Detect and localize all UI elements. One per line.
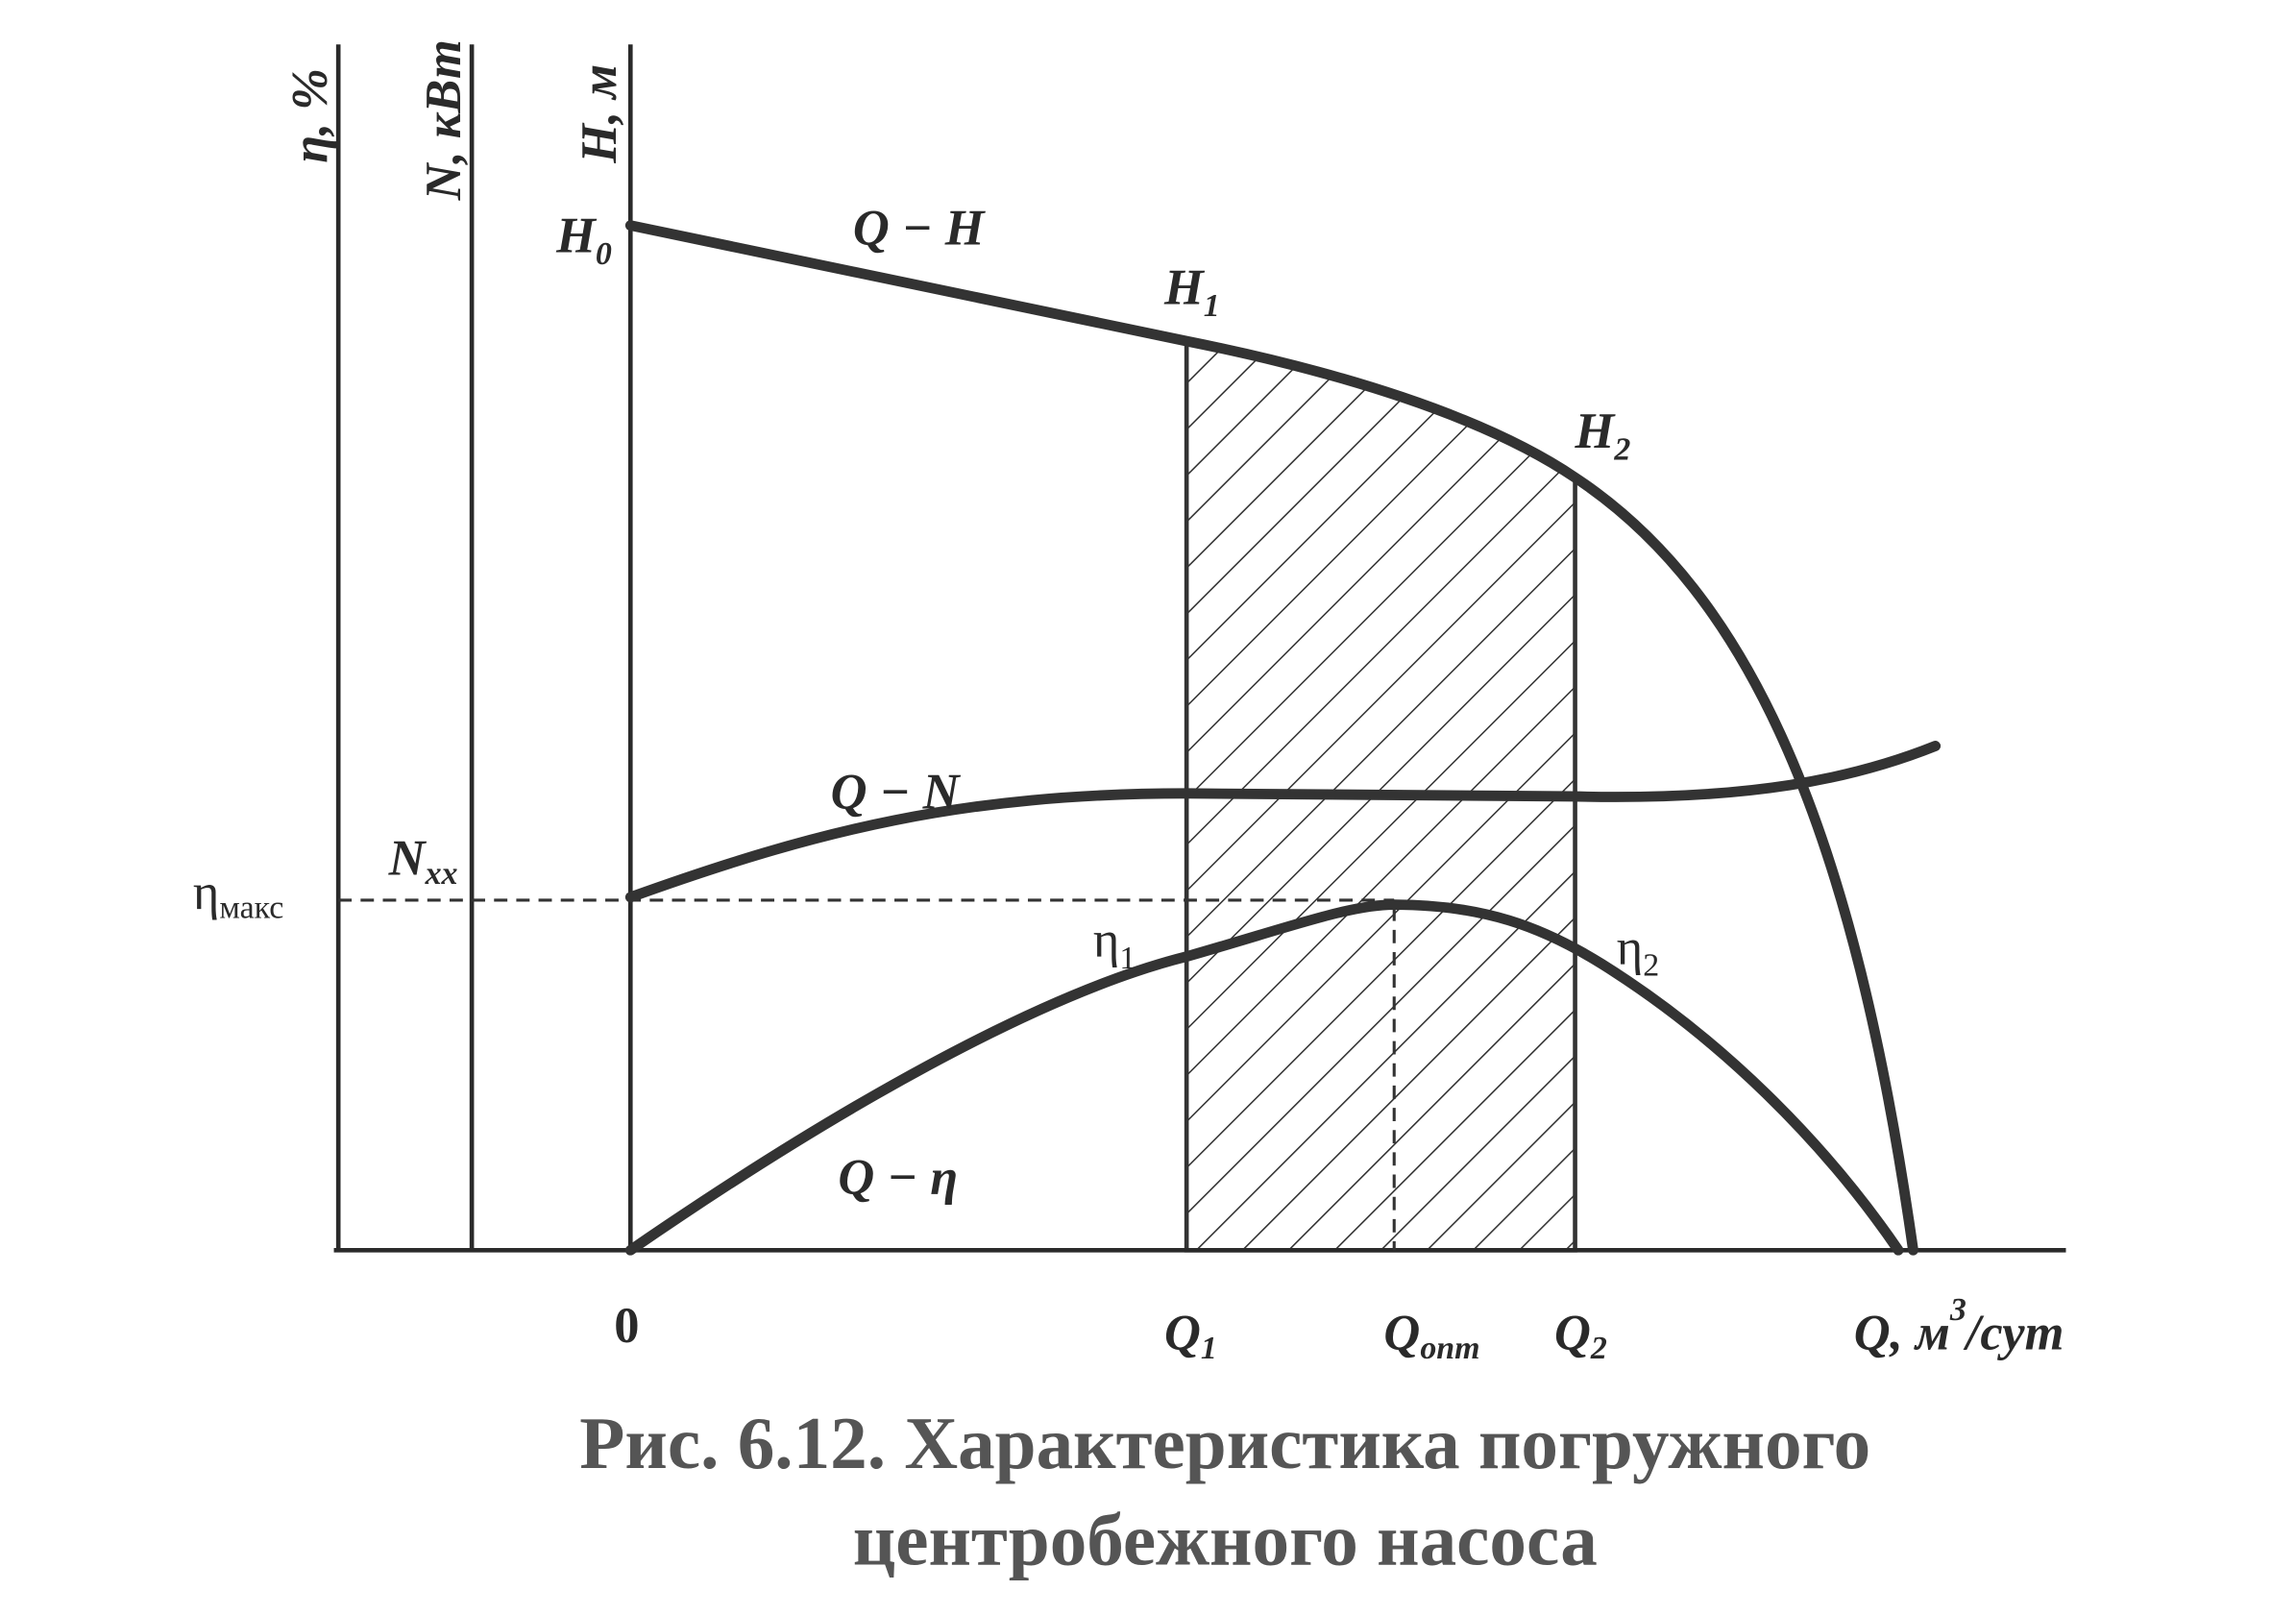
qeta-curve bbox=[624, 899, 1904, 1256]
eta2-main: η bbox=[1617, 919, 1643, 975]
qopt-main: Q bbox=[1383, 1306, 1420, 1361]
eta1-label: η1 bbox=[1093, 913, 1136, 976]
h1-label: H1 bbox=[1163, 259, 1220, 323]
caption-line1: Рис. 6.12. Характеристика погружного bbox=[579, 1402, 1870, 1484]
q2-main: Q bbox=[1554, 1306, 1591, 1361]
eta-max-main: η bbox=[193, 865, 219, 920]
eta1-main: η bbox=[1093, 913, 1119, 968]
q-axis-sup: 3 bbox=[1949, 1292, 1966, 1328]
h2-sub: 2 bbox=[1613, 432, 1630, 468]
nxx-sub: хх bbox=[425, 856, 458, 892]
eta1-sub: 1 bbox=[1119, 941, 1136, 976]
h0-sub: 0 bbox=[596, 236, 612, 272]
eta-max-label: ηмакс bbox=[193, 865, 283, 925]
q-axis-label: Q, м3/сут bbox=[1854, 1292, 2064, 1361]
q-axis-main: Q, м bbox=[1854, 1306, 1950, 1361]
qn-label: Q − N bbox=[831, 764, 962, 820]
q1-sub: 1 bbox=[1201, 1331, 1217, 1366]
qeta-label: Q − η bbox=[838, 1150, 958, 1206]
eta2-sub: 2 bbox=[1643, 948, 1659, 984]
eta2-label: η2 bbox=[1617, 919, 1659, 983]
origin-label: 0 bbox=[614, 1298, 639, 1354]
h2-main: H bbox=[1575, 404, 1617, 459]
caption-line2: центробежного насоса bbox=[853, 1499, 1598, 1581]
h1-sub: 1 bbox=[1204, 288, 1220, 324]
q1-label: Q1 bbox=[1164, 1306, 1217, 1366]
power-axis-label: N, кВт bbox=[416, 39, 472, 201]
h1-main: H bbox=[1163, 259, 1206, 315]
eta-max-sub: макс bbox=[219, 890, 283, 925]
qopt-sub: опт bbox=[1420, 1331, 1479, 1366]
h2-label: H2 bbox=[1575, 404, 1631, 467]
q-axis-rest: /сут bbox=[1963, 1306, 2064, 1361]
qopt-label: Qопт bbox=[1383, 1306, 1479, 1366]
qh-label: Q − H bbox=[853, 201, 987, 257]
qn-curve bbox=[624, 741, 1942, 903]
q1-main: Q bbox=[1164, 1306, 1201, 1361]
head-axis-label: H, м bbox=[572, 64, 627, 164]
h0-main: H bbox=[555, 208, 598, 263]
h0-label: H0 bbox=[555, 208, 612, 271]
q2-sub: 2 bbox=[1590, 1331, 1607, 1366]
qh-curve bbox=[624, 220, 1918, 1256]
nxx-label: Nхх bbox=[388, 831, 458, 892]
q2-label: Q2 bbox=[1554, 1306, 1607, 1366]
eta-axis-label: η, % bbox=[282, 68, 338, 163]
nxx-main: N bbox=[388, 831, 427, 887]
